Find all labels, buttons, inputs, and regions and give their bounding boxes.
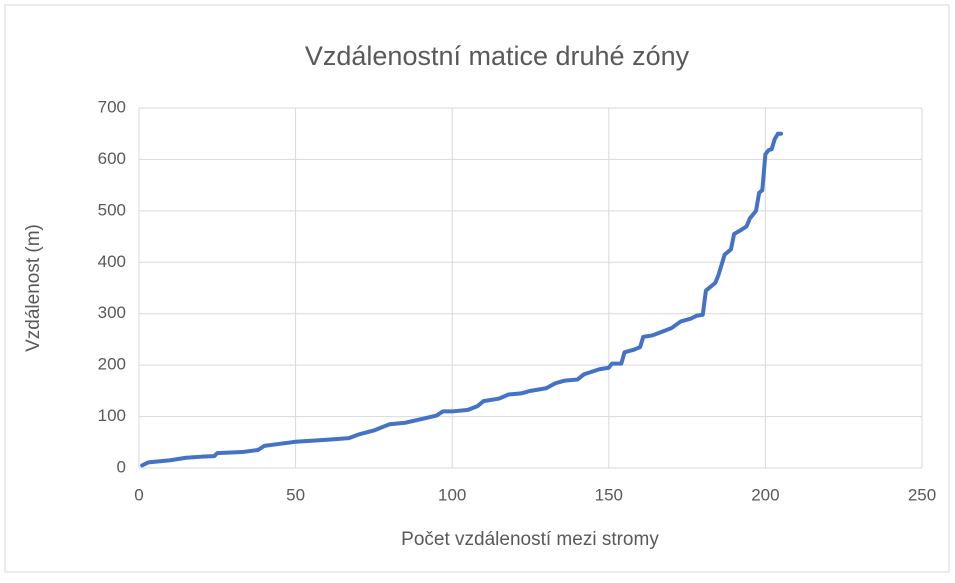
x-tick-label: 100	[438, 485, 466, 504]
y-tick-label: 700	[98, 97, 126, 116]
x-tick-label: 250	[908, 485, 936, 504]
chart-title: Vzdálenostní matice druhé zóny	[305, 41, 690, 71]
x-tick-label: 150	[595, 485, 623, 504]
y-tick-label: 600	[98, 149, 126, 168]
x-tick-label: 50	[286, 485, 305, 504]
y-tick-label: 200	[98, 355, 126, 374]
x-tick-label: 200	[751, 485, 779, 504]
chart-border	[4, 4, 950, 573]
y-tick-label: 300	[98, 303, 126, 322]
x-axis-label: Počet vzdáleností mezi stromy	[401, 529, 659, 550]
y-tick-label: 100	[98, 406, 126, 425]
y-tick-label: 400	[98, 252, 126, 271]
y-tick-label: 500	[98, 200, 126, 219]
y-axis-label: Vzdálenost (m)	[23, 224, 44, 352]
y-tick-label: 0	[117, 457, 126, 476]
data-line	[140, 131, 784, 468]
x-tick-label: 0	[134, 485, 143, 504]
